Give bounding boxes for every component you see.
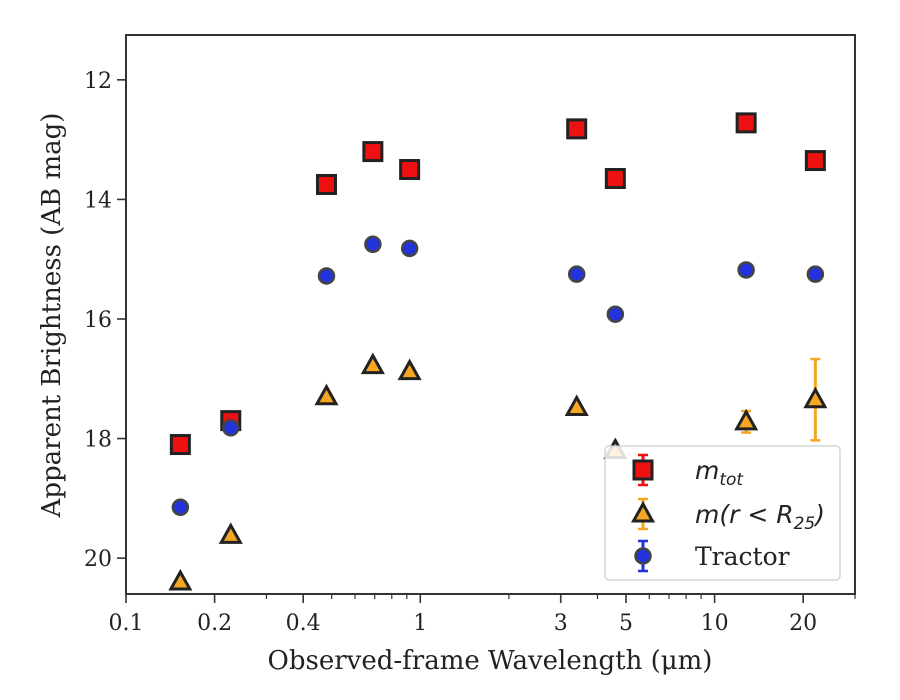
data-point (168, 568, 193, 591)
x-axis: 0.1 0.2 0.4 1 3 5 10 20 (109, 594, 856, 636)
legend-label-main: m(r < R (695, 500, 794, 529)
series-circle (171, 235, 825, 517)
legend-entry: m(r < R25) (630, 497, 825, 534)
legend-label: mtot (695, 456, 744, 490)
data-point (171, 498, 190, 517)
legend-marker (630, 500, 656, 523)
y-tick-label: 16 (84, 308, 112, 333)
x-tick-label: 0.2 (197, 611, 232, 636)
legend-marker (634, 547, 652, 565)
legend-label-end: ) (813, 500, 825, 529)
data-point (222, 419, 240, 437)
data-point (399, 159, 421, 181)
data-point (360, 352, 385, 375)
data-point (567, 265, 586, 283)
legend-box (604, 445, 841, 581)
legend-entry: mtot (632, 453, 744, 490)
legend-label-sub: 25 (794, 514, 816, 534)
data-point (218, 522, 243, 544)
x-tick-label: 5 (619, 611, 633, 636)
y-tick-label: 18 (84, 428, 112, 453)
data-point (806, 265, 825, 283)
legend-entry: Tractor (634, 539, 790, 573)
legend-label: m(r < R25) (695, 500, 825, 534)
data-point (604, 167, 626, 189)
y-tick-label: 12 (84, 69, 112, 94)
y-axis-title: Apparent Brightness (AB mag) (37, 113, 67, 519)
plot-frame (125, 34, 856, 595)
data-point (397, 358, 422, 381)
data-point (400, 239, 419, 258)
data-point (803, 386, 828, 409)
series-square (169, 112, 826, 456)
y-tick-label: 14 (84, 188, 112, 213)
data-point (734, 408, 759, 431)
data-point (364, 235, 382, 254)
x-tick-label: 0.1 (109, 611, 144, 636)
data-point (566, 118, 588, 140)
data-point (317, 267, 336, 285)
x-tick-label: 1 (413, 611, 427, 636)
data-point (804, 150, 826, 172)
legend-label-main: m (695, 456, 719, 485)
x-tick-label: 3 (554, 611, 568, 636)
legend: mtot m(r < R25) Tractor (604, 445, 841, 581)
data-point (564, 394, 589, 416)
data-point (315, 173, 337, 195)
legend-label: Tractor (695, 542, 790, 571)
data-point (737, 261, 755, 279)
data-point (606, 305, 625, 323)
x-tick-label: 0.4 (286, 611, 321, 636)
data-point (169, 434, 191, 456)
y-axis: 12 14 16 18 20 (84, 69, 126, 572)
x-tick-label: 10 (701, 611, 729, 636)
x-tick-label: 20 (789, 611, 817, 636)
data-point (314, 383, 339, 406)
data-point (735, 112, 757, 134)
legend-label-sub: tot (719, 470, 744, 490)
y-tick-label: 20 (84, 547, 112, 572)
legend-marker (632, 459, 654, 481)
x-axis-title: Observed-frame Wavelength (μm) (268, 646, 713, 676)
data-point (362, 141, 384, 163)
